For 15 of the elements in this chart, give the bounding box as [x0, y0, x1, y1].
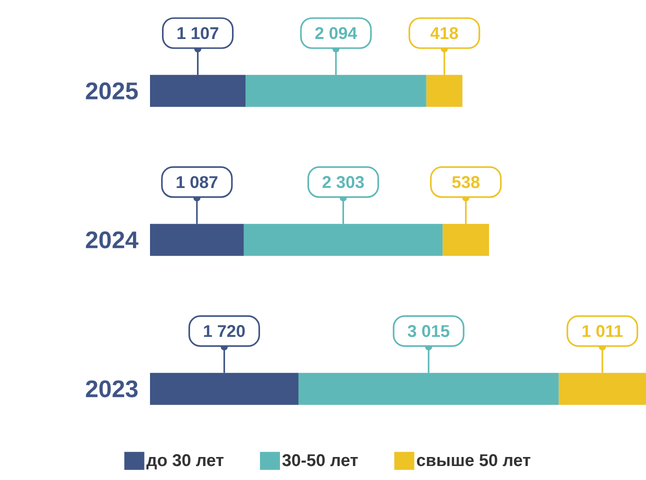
- data-label: 1 720: [204, 325, 245, 338]
- data-label: 1 107: [178, 27, 218, 40]
- y-tick-label: 2025: [86, 82, 138, 100]
- y-tick-label: 2023: [86, 380, 138, 398]
- data-label: 1 011: [582, 325, 623, 338]
- legend-label: 30-50 лет: [282, 454, 358, 466]
- data-label: 2 094: [315, 27, 358, 40]
- data-label: 3 015: [408, 325, 450, 338]
- legend-label: до 30 лет: [146, 454, 224, 470]
- y-tick-label: 2024: [86, 231, 138, 248]
- data-label: 2 303: [322, 176, 364, 188]
- data-label: 418: [430, 27, 458, 40]
- legend-label: свыше 50 лет: [416, 454, 530, 466]
- data-label: 538: [452, 176, 480, 188]
- data-label: 1 087: [176, 176, 218, 188]
